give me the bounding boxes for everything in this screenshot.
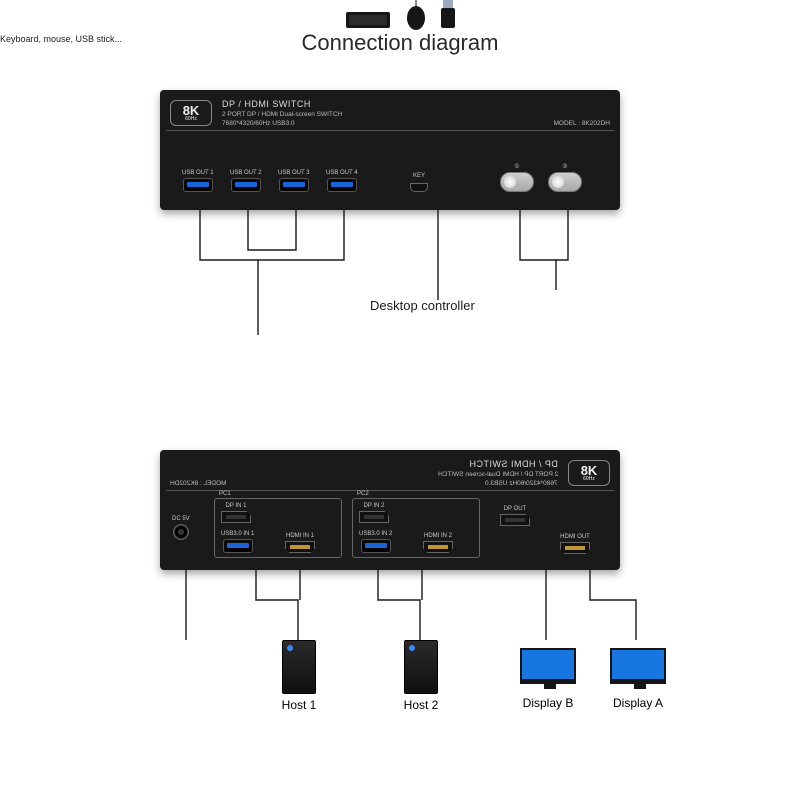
dp-in-2: DP IN 2 (359, 503, 389, 523)
device-title-l2-mirror: 2 PORT DP / HDMI Dual-screen SWITCH (438, 471, 558, 478)
hdmi-in-1-label: HDMI IN 1 (285, 533, 315, 539)
pc1-label: PC1 (219, 491, 231, 497)
keyboard-icon (345, 4, 391, 30)
dp-in-1-label: DP IN 1 (221, 503, 251, 509)
usb-a-icon (183, 178, 213, 192)
usb-out-1: USB OUT 1 (182, 170, 214, 192)
hdmi-in-1: HDMI IN 1 (285, 533, 315, 553)
toggle-button-icon (500, 172, 534, 192)
hdmi-icon (423, 541, 453, 553)
dc-jack-icon (173, 524, 189, 540)
hdmi-in-2: HDMI IN 2 (423, 533, 453, 553)
usb-out-3: USB OUT 3 (278, 170, 310, 192)
device-back: 8K 60Hz DP / HDMI SWITCH 2 PORT DP / HDM… (160, 450, 620, 570)
peripherals-icons (0, 0, 800, 30)
host-2: Host 2 (400, 640, 442, 712)
dp-out: DP OUT (500, 506, 530, 526)
pc-tower-icon (404, 640, 438, 694)
display-b: Display B (516, 648, 580, 710)
usb-a-icon (231, 178, 261, 192)
usb-stick-icon (441, 0, 455, 30)
usb-out-4: USB OUT 4 (326, 170, 358, 192)
device-title-l1: DP / HDMI SWITCH (222, 99, 610, 109)
badge-8k: 8K 60Hz (568, 460, 610, 486)
device-title-block: DP / HDMI SWITCH 2 PORT DP / HDMI Dual-s… (170, 459, 558, 487)
desktop-controller-label: Desktop controller (370, 298, 475, 313)
toggle-button-icon (548, 172, 582, 192)
device-model: MODEL : 8K202DH (554, 120, 610, 127)
usb-in-2: USB3.0 IN 2 (359, 531, 392, 553)
host-1: Host 1 (278, 640, 320, 712)
usb-out-2-label: USB OUT 2 (230, 170, 262, 176)
dp-out-label: DP OUT (500, 506, 530, 512)
pc-tower-icon (282, 640, 316, 694)
usb-out-2: USB OUT 2 (230, 170, 262, 192)
badge-8k-small: 60Hz (185, 117, 197, 122)
key-port: KEY (410, 173, 428, 192)
device-front: 8K 60Hz DP / HDMI SWITCH 2 PORT DP / HDM… (160, 90, 620, 210)
hdmi-out-label: HDMI OUT (560, 534, 590, 540)
device-title-block: DP / HDMI SWITCH 2 PORT DP / HDMI Dual-s… (222, 99, 610, 127)
usb-in-1: USB3.0 IN 1 (221, 531, 254, 553)
host-1-label: Host 1 (278, 698, 320, 712)
dp-in-1: DP IN 1 (221, 503, 251, 523)
device-header-front: 8K 60Hz DP / HDMI SWITCH 2 PORT DP / HDM… (160, 96, 620, 130)
dp-icon (221, 511, 251, 523)
display-b-label: Display B (516, 696, 580, 710)
usb-out-4-label: USB OUT 4 (326, 170, 358, 176)
device-divider (166, 130, 614, 131)
monitor-icon (520, 648, 576, 684)
host-2-label: Host 2 (400, 698, 442, 712)
device-header-back: 8K 60Hz DP / HDMI SWITCH 2 PORT DP / HDM… (160, 456, 620, 490)
key-label: KEY (410, 173, 428, 179)
hdmi-icon (285, 541, 315, 553)
device-title-l3: 7680*4320/60Hz USB3.0 (222, 120, 610, 127)
dp-icon (500, 514, 530, 526)
hdmi-icon (560, 542, 590, 554)
toggle-1: ① (500, 163, 534, 192)
badge-8k-small: 60Hz (583, 477, 595, 482)
usb-in-2-label: USB3.0 IN 2 (359, 531, 392, 537)
back-port-row: DC 5V PC1 DP IN 1 USB3.0 IN 1 HDMI IN 1 … (160, 506, 620, 558)
front-port-row: USB OUT 1 USB OUT 2 USB OUT 3 USB OUT 4 … (160, 146, 620, 198)
page-title: Connection diagram (0, 30, 800, 56)
display-a-label: Display A (606, 696, 670, 710)
dp-icon (359, 511, 389, 523)
device-title-l1-mirror: DP / HDMI SWITCH (469, 459, 558, 469)
usb-a-icon (223, 539, 253, 553)
mouse-icon (405, 0, 427, 30)
hdmi-out: HDMI OUT (560, 534, 590, 554)
monitor-icon (610, 648, 666, 684)
device-model-mirror: MODEL : 8K202DH (170, 480, 226, 487)
device-title-l3-mirror: 7680*4320/60Hz USB3.0 (485, 480, 558, 487)
usb-in-1-label: USB3.0 IN 1 (221, 531, 254, 537)
dc-jack: DC 5V (172, 516, 190, 540)
pc2-label: PC2 (357, 491, 369, 497)
toggle-1-label: ① (500, 163, 534, 170)
micro-usb-icon (410, 183, 428, 192)
toggle-2: ② (548, 163, 582, 192)
badge-8k: 8K 60Hz (170, 100, 212, 126)
usb-a-icon (327, 178, 357, 192)
device-divider (166, 490, 614, 491)
display-a: Display A (606, 648, 670, 710)
usb-out-1-label: USB OUT 1 (182, 170, 214, 176)
toggle-2-label: ② (548, 163, 582, 170)
pc2-group: PC2 DP IN 2 USB3.0 IN 2 HDMI IN 2 (352, 498, 480, 558)
dc-label: DC 5V (172, 516, 190, 522)
hdmi-in-2-label: HDMI IN 2 (423, 533, 453, 539)
device-title-l2: 2 PORT DP / HDMI Dual-screen SWITCH (222, 111, 610, 118)
usb-out-3-label: USB OUT 3 (278, 170, 310, 176)
pc1-group: PC1 DP IN 1 USB3.0 IN 1 HDMI IN 1 (214, 498, 342, 558)
dp-in-2-label: DP IN 2 (359, 503, 389, 509)
usb-a-icon (279, 178, 309, 192)
usb-a-icon (361, 539, 391, 553)
